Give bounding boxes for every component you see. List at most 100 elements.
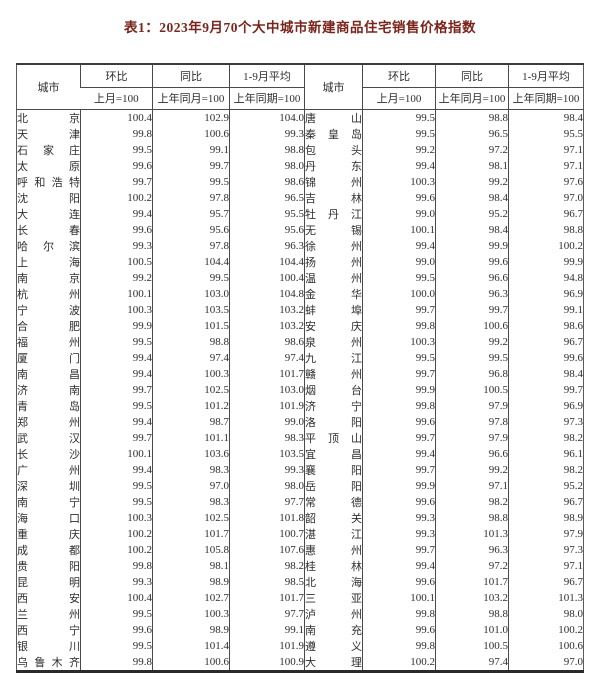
avg-index-cell: 99.3 [229, 462, 305, 478]
header-city-left: 城市 [16, 64, 81, 110]
avg-index-cell: 98.6 [229, 334, 305, 350]
yoy-index-cell: 100.3 [152, 606, 230, 622]
mom-index-cell: 99.8 [80, 558, 153, 574]
avg-index-cell: 98.2 [508, 462, 584, 478]
mom-index-cell: 99.6 [362, 574, 436, 590]
yoy-index-cell: 98.8 [435, 606, 509, 622]
yoy-index-cell: 98.3 [152, 494, 230, 510]
table-row: 西宁 99.6 98.9 99.1 南充 99.6 101.0 100.2 [17, 622, 584, 638]
avg-index-cell: 104.4 [229, 254, 305, 270]
city-name-cell: 惠州 [304, 542, 363, 558]
city-name-cell: 烟台 [304, 382, 363, 398]
yoy-index-cell: 96.6 [435, 446, 509, 462]
table-row: 南京 99.2 99.5 100.4 温州 99.5 96.6 94.8 [17, 270, 584, 286]
avg-index-cell: 96.3 [229, 238, 305, 254]
mom-index-cell: 99.7 [80, 430, 153, 446]
yoy-index-cell: 99.6 [435, 254, 509, 270]
avg-index-cell: 104.8 [229, 286, 305, 302]
avg-index-cell: 98.3 [229, 430, 305, 446]
city-name-cell: 金华 [304, 286, 363, 302]
city-name-cell: 呼和浩特 [17, 177, 80, 189]
table-header: 城市 环比 同比 1-9月平均 城市 环比 同比 1-9月平均 上月=100 上… [16, 64, 584, 110]
yoy-index-cell: 102.9 [152, 109, 230, 126]
city-name-cell: 南宁 [17, 497, 80, 509]
mom-index-cell: 99.9 [80, 318, 153, 334]
city-name-cell: 三亚 [304, 590, 363, 606]
city-name-cell: 襄阳 [304, 462, 363, 478]
mom-index-cell: 100.2 [80, 526, 153, 542]
city-name-cell: 福州 [17, 337, 80, 349]
yoy-index-cell: 98.4 [435, 190, 509, 206]
avg-index-cell: 97.4 [229, 350, 305, 366]
city-name-cell: 济宁 [304, 398, 363, 414]
avg-index-cell: 100.7 [229, 526, 305, 542]
city-name-cell: 桂林 [304, 558, 363, 574]
city-name-cell: 徐州 [304, 238, 363, 254]
avg-index-cell: 95.6 [229, 222, 305, 238]
mom-index-cell: 99.6 [80, 222, 153, 238]
yoy-index-cell: 95.7 [152, 206, 230, 222]
city-name-cell: 合肥 [17, 321, 80, 333]
city-name-cell: 安庆 [304, 318, 363, 334]
avg-index-cell: 97.3 [508, 414, 584, 430]
yoy-index-cell: 101.3 [435, 526, 509, 542]
yoy-index-cell: 99.2 [435, 334, 509, 350]
yoy-index-cell: 103.5 [152, 302, 230, 318]
mom-index-cell: 99.3 [362, 510, 436, 526]
mom-index-cell: 99.7 [362, 542, 436, 558]
yoy-index-cell: 101.7 [152, 526, 230, 542]
header-mom-right: 环比 [362, 64, 436, 88]
avg-index-cell: 96.5 [229, 190, 305, 206]
yoy-index-cell: 98.2 [435, 494, 509, 510]
yoy-index-cell: 99.7 [435, 302, 509, 318]
mom-index-cell: 99.7 [362, 462, 436, 478]
mom-index-cell: 99.4 [362, 158, 436, 174]
table-row: 兰州 99.5 100.3 97.7 泸州 99.8 98.8 98.0 [17, 606, 584, 622]
avg-index-cell: 97.7 [229, 606, 305, 622]
city-name-cell: 长沙 [17, 449, 80, 461]
mom-index-cell: 100.5 [80, 254, 153, 270]
table-row: 武汉 99.7 101.1 98.3 平顶山 99.7 97.9 98.2 [17, 430, 584, 446]
mom-index-cell: 99.6 [362, 190, 436, 206]
avg-index-cell: 98.0 [508, 606, 584, 622]
header-mom-left: 环比 [80, 64, 153, 88]
yoy-index-cell: 99.1 [152, 142, 230, 158]
avg-index-cell: 99.3 [229, 126, 305, 142]
avg-index-cell: 98.2 [508, 430, 584, 446]
mom-index-cell: 100.0 [362, 286, 436, 302]
yoy-index-cell: 96.6 [435, 270, 509, 286]
city-name-cell: 青岛 [17, 401, 80, 413]
mom-index-cell: 99.8 [362, 398, 436, 414]
mom-index-cell: 99.4 [80, 366, 153, 382]
avg-index-cell: 100.9 [229, 654, 305, 672]
city-name-cell: 锦州 [304, 174, 363, 190]
avg-index-cell: 103.0 [229, 382, 305, 398]
mom-index-cell: 99.2 [80, 270, 153, 286]
mom-index-cell: 99.5 [80, 142, 153, 158]
city-name-cell: 包头 [304, 142, 363, 158]
avg-index-cell: 97.0 [508, 190, 584, 206]
city-name-cell: 无锡 [304, 222, 363, 238]
yoy-index-cell: 101.2 [152, 398, 230, 414]
mom-index-cell: 99.4 [80, 462, 153, 478]
mom-index-cell: 99.3 [80, 238, 153, 254]
city-name-cell: 宁波 [17, 305, 80, 317]
avg-index-cell: 98.2 [229, 558, 305, 574]
city-name-cell: 海口 [17, 513, 80, 525]
mom-index-cell: 99.4 [80, 414, 153, 430]
city-name-cell: 宜昌 [304, 446, 363, 462]
city-name-cell: 唐山 [304, 109, 363, 126]
mom-index-cell: 99.4 [362, 558, 436, 574]
yoy-index-cell: 102.7 [152, 590, 230, 606]
table-row: 哈尔滨 99.3 97.8 96.3 徐州 99.4 99.9 100.2 [17, 238, 584, 254]
yoy-index-cell: 96.3 [435, 286, 509, 302]
table-row: 合肥 99.9 101.5 103.2 安庆 99.8 100.6 98.6 [17, 318, 584, 334]
table-row: 北京 100.4 102.9 104.0 唐山 99.5 98.8 98.4 [17, 109, 584, 126]
table-row: 福州 99.5 98.8 98.6 泉州 100.3 99.2 96.7 [17, 334, 584, 350]
yoy-index-cell: 100.6 [435, 318, 509, 334]
table-row: 长沙 100.1 103.6 103.5 宜昌 99.4 96.6 96.1 [17, 446, 584, 462]
city-name-cell: 重庆 [17, 529, 80, 541]
avg-index-cell: 95.5 [508, 126, 584, 142]
table-row: 济南 99.7 102.5 103.0 烟台 99.9 100.5 99.7 [17, 382, 584, 398]
mom-index-cell: 99.6 [362, 494, 436, 510]
